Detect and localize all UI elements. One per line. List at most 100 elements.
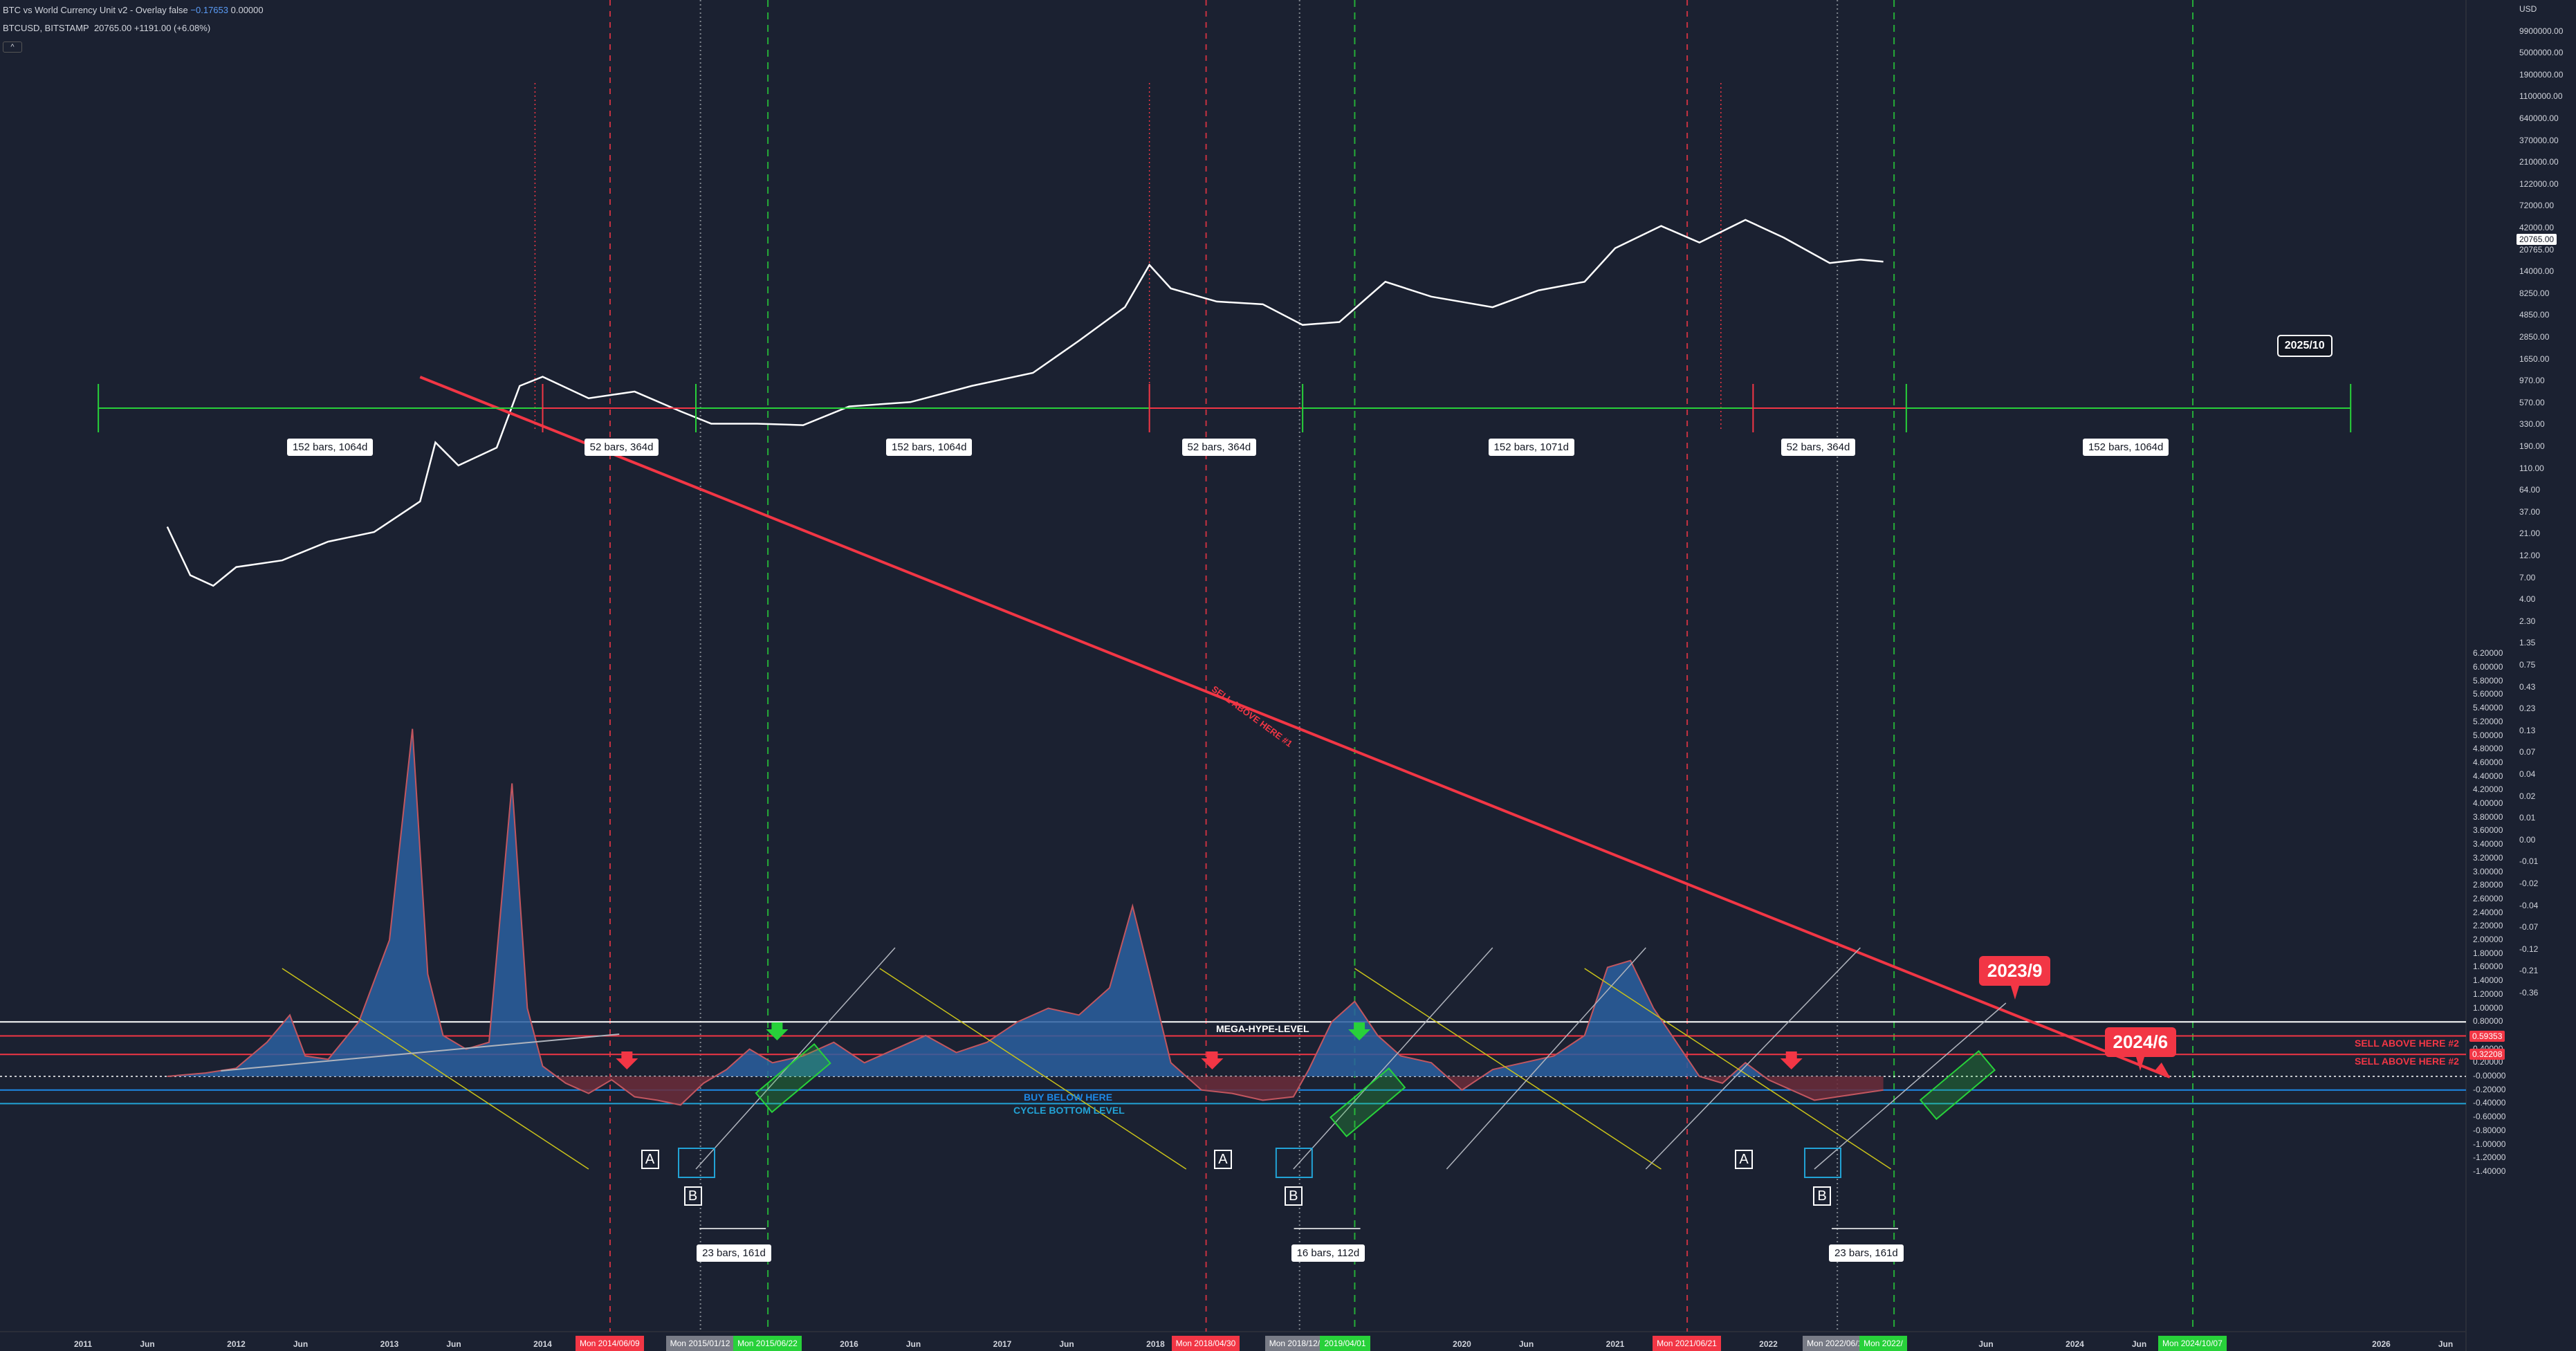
signal-arrow [1348, 1022, 1371, 1040]
x-tick-label: 2021 [1606, 1339, 1625, 1349]
osc-y-tick: 2.40000 [2473, 907, 2503, 917]
bottom-box [1804, 1148, 1842, 1178]
price-y-tick: 0.02 [2519, 791, 2536, 801]
x-tick-label: 2017 [993, 1339, 1012, 1349]
price-y-tick: 330.00 [2519, 419, 2545, 430]
x-tick-label: Jun [446, 1339, 461, 1349]
x-tick-label: Jun [2131, 1339, 2147, 1349]
x-tick-label: 2020 [1453, 1339, 1471, 1349]
price-y-tick: 0.75 [2519, 660, 2536, 670]
x-tick-label: 2026 [2372, 1339, 2391, 1349]
price-y-tick: 5000000.00 [2519, 48, 2564, 58]
x-tick-label: 2016 [840, 1339, 858, 1349]
osc-y-tick: 4.40000 [2473, 771, 2503, 781]
x-tick-label: Jun [140, 1339, 155, 1349]
grey-channel-line [1293, 947, 1493, 1170]
price-y-tick: 190.00 [2519, 441, 2545, 451]
x-tick-label: 2024 [2066, 1339, 2084, 1349]
osc-y-tick: 3.60000 [2473, 825, 2503, 836]
bars-measure-label: 16 bars, 112d [1291, 1244, 1365, 1262]
x-tick-label: Jun [905, 1339, 921, 1349]
chevron-up-icon[interactable]: ^ [3, 42, 22, 53]
price-y-tick: 0.13 [2519, 725, 2536, 735]
osc-y-tick: 4.80000 [2473, 744, 2503, 754]
osc-y-tick: -0.80000 [2473, 1125, 2506, 1135]
osc-y-tick: 2.20000 [2473, 921, 2503, 931]
price-y-tick: 0.04 [2519, 769, 2536, 779]
signal-arrow [766, 1022, 789, 1040]
support-line [221, 1033, 620, 1072]
signal-arrow [616, 1051, 638, 1069]
date-tag: Mon 2015/01/12 [665, 1336, 735, 1351]
osc-y-tick: -0.20000 [2473, 1084, 2506, 1094]
bars-measure-label: 23 bars, 161d [1829, 1244, 1904, 1262]
price-y-tick: 0.43 [2519, 681, 2536, 692]
mega-hype-label: MEGA-HYPE-LEVEL [1216, 1023, 1309, 1035]
indicator-value-2: 0.00000 [230, 5, 264, 15]
symbol-price: 20765.00 [93, 23, 132, 33]
grey-channel-line [1814, 1002, 2007, 1170]
price-y-tick: 4850.00 [2519, 310, 2550, 320]
osc-y-tick: 2.00000 [2473, 935, 2503, 944]
buy-level-label: BUY BELOW HERE [1024, 1091, 1113, 1103]
bars-measure-label: 23 bars, 161d [697, 1244, 771, 1262]
osc-y-tick: 5.20000 [2473, 716, 2503, 726]
accumulation-box [1330, 1067, 1406, 1138]
callout-2025-10: 2025/10 [2276, 335, 2333, 357]
price-y-tick: 4.00 [2519, 594, 2536, 605]
osc-y-tick: -1.20000 [2473, 1152, 2506, 1163]
last-price-tag: 20765.00 [2517, 234, 2557, 245]
osc-y-tick: -0.60000 [2473, 1112, 2506, 1122]
date-tag: Mon 2022/06/13 [1803, 1336, 1871, 1351]
osc-y-tick: 6.00000 [2473, 662, 2503, 672]
cycle-measure-label: 52 bars, 364d [1181, 439, 1257, 456]
price-y-tick: -0.01 [2519, 856, 2539, 867]
yellow-channel-line [1354, 968, 1662, 1170]
signal-arrow [1780, 1051, 1803, 1069]
price-y-tick: 12.00 [2519, 551, 2541, 560]
point-label-b: B [683, 1186, 702, 1206]
price-y-tick: 1900000.00 [2519, 69, 2564, 80]
level-tag: 0.32208 [2469, 1049, 2505, 1060]
yellow-channel-line [879, 968, 1187, 1170]
price-y-tick: 1.35 [2519, 638, 2536, 648]
osc-y-tick: -1.00000 [2473, 1139, 2506, 1149]
point-label-a: A [1735, 1150, 1754, 1169]
cycle-measure-label: 152 bars, 1071d [1488, 439, 1574, 456]
price-y-tick: -0.21 [2519, 966, 2539, 976]
osc-y-tick: 2.80000 [2473, 880, 2503, 890]
symbol-name: BTCUSD, BITSTAMP [3, 23, 89, 33]
sell-level-label: SELL ABOVE HERE #2 [2355, 1056, 2459, 1067]
trendline-arrowhead [2154, 1063, 2170, 1077]
osc-y-tick: 0.80000 [2473, 1016, 2503, 1027]
date-tag: Mon 2021/06/21 [1653, 1336, 1721, 1351]
oscillator-line [167, 728, 1884, 1106]
accumulation-box [1919, 1050, 1996, 1121]
grey-channel-line [695, 947, 896, 1170]
bottom-box [678, 1148, 715, 1178]
cycle-bottom-label: CYCLE BOTTOM LEVEL [1013, 1105, 1125, 1116]
price-y-tick: 2.30 [2519, 616, 2536, 626]
osc-y-tick: 3.40000 [2473, 839, 2503, 849]
cycle-measure-label: 152 bars, 1064d [286, 439, 374, 456]
btc-price-line [166, 219, 1884, 587]
chart-legend: BTC vs World Currency Unit v2 - Overlay … [3, 1, 264, 55]
grey-channel-line [1645, 947, 1861, 1170]
symbol-change: +1191.00 (+6.08%) [134, 23, 211, 33]
osc-y-tick: 4.00000 [2473, 798, 2503, 808]
osc-y-tick: 2.60000 [2473, 893, 2503, 903]
x-tick-label: Jun [1978, 1339, 1994, 1349]
osc-y-tick: 1.40000 [2473, 975, 2503, 986]
osc-y-tick: 3.00000 [2473, 866, 2503, 876]
cycle-measure-label: 152 bars, 1064d [2082, 439, 2169, 456]
oscillator-area-negative [167, 1076, 1884, 1105]
date-tag: Mon 2024/10/07 [2158, 1336, 2227, 1351]
x-tick-label: Jun [293, 1339, 309, 1349]
yellow-channel-line [282, 968, 589, 1170]
level-tag: 0.59353 [2469, 1030, 2505, 1042]
price-y-tick: 122000.00 [2519, 178, 2559, 189]
price-y-tick: 570.00 [2519, 397, 2545, 407]
osc-y-tick: 5.40000 [2473, 703, 2503, 713]
osc-y-tick: 6.20000 [2473, 648, 2503, 659]
